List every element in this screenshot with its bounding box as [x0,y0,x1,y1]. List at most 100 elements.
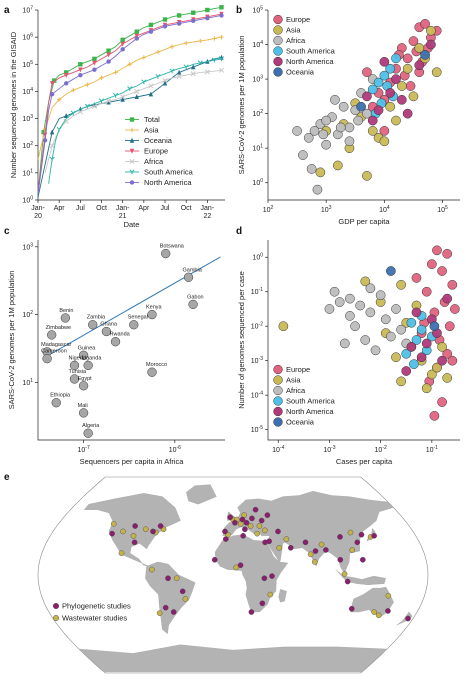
series-line [37,6,222,195]
legend-label: North America [286,57,334,66]
legend-marker-phylo [53,603,60,610]
data-point [129,117,135,122]
data-point [147,367,157,377]
data-point [204,69,210,75]
data-point [396,279,406,290]
data-point [379,70,390,81]
panel-label-e: e [4,472,10,483]
phylogenetic-point [131,539,138,546]
country-label: Morocco [146,362,167,368]
phylogenetic-point [150,528,156,535]
country-label: Botswana [160,244,185,250]
data-point [431,67,442,78]
data-point [219,5,224,10]
data-point [83,360,93,371]
legend-marker [273,385,283,396]
legend-marker [273,396,283,406]
data-point [60,313,71,323]
legend-label: North America [286,407,334,416]
data-point [106,98,112,104]
panel-label-b: b [236,5,242,16]
x-tick-label: Oct [96,205,107,212]
country-label: Benin [59,308,73,314]
data-point [411,335,422,345]
wastewater-point [247,523,254,529]
y-tick-label: 104 [22,87,33,96]
data-point [437,397,447,407]
y-tick-label: 107 [22,6,33,15]
data-point [110,337,121,347]
data-point [198,38,203,44]
data-point [344,136,355,147]
data-point [373,105,384,116]
data-point [405,81,416,91]
legend-label: Asia [286,376,301,385]
data-point [219,34,224,40]
country-label: Nigeria [68,355,86,361]
phylogenetic-point [232,519,238,526]
data-point [408,91,419,102]
phylogenetic-point [223,536,229,542]
data-point [391,115,401,126]
wastewater-point [267,591,274,598]
y-tick-label: 101 [252,144,263,153]
data-point [396,81,407,91]
legend-label-waste: Wastewater studies [62,614,127,623]
x-tick-label: 10-2 [375,445,387,454]
x-tick-label: 10-3 [323,445,335,454]
data-point [391,304,401,314]
data-point [129,137,135,143]
data-point [396,376,406,387]
y-tick-label: 10-1 [251,287,263,296]
data-point [385,88,396,98]
legend-label: Europe [144,147,168,156]
data-point [401,366,412,376]
data-point [416,324,427,335]
data-point [148,83,154,89]
data-point [69,360,80,371]
legend-label: North America [144,178,192,187]
phylogenetic-point [242,526,248,533]
y-tick-label: 105 [22,60,33,69]
data-point [101,326,112,337]
data-point [49,129,55,135]
points [292,18,442,195]
legend-marker [273,417,283,427]
data-point [113,92,119,98]
data-point [309,126,320,136]
data-point [375,290,386,301]
data-point [162,17,168,22]
wastewater-point [307,551,314,558]
legend-marker [273,25,283,35]
data-point [129,320,139,330]
data-point [414,60,425,71]
data-point [421,338,432,349]
data-point [450,304,460,314]
data-point [442,293,453,304]
data-point [362,91,372,102]
data-point [411,307,422,318]
y-tick-label: 105 [252,6,263,15]
y-tick-label: 104 [252,40,263,49]
data-point [120,41,125,47]
x-tick-label: Apr [54,205,66,212]
panel-label-c: c [4,226,10,237]
x-axis-label: Sequencers per capita in Africa [80,457,185,466]
phylogenetic-point [312,548,319,554]
wastewater-point [142,526,149,533]
data-point [120,96,125,102]
phylogenetic-point [259,600,266,607]
country-label: Senegal [128,315,148,321]
legend-marker [273,35,283,46]
series-europe [37,11,224,192]
data-point [432,362,442,373]
legend-marker [273,375,283,385]
data-point [315,167,326,178]
phylogenetic-point [358,531,365,538]
data-point [92,56,97,62]
data-point [391,352,401,363]
data-point [169,68,175,74]
